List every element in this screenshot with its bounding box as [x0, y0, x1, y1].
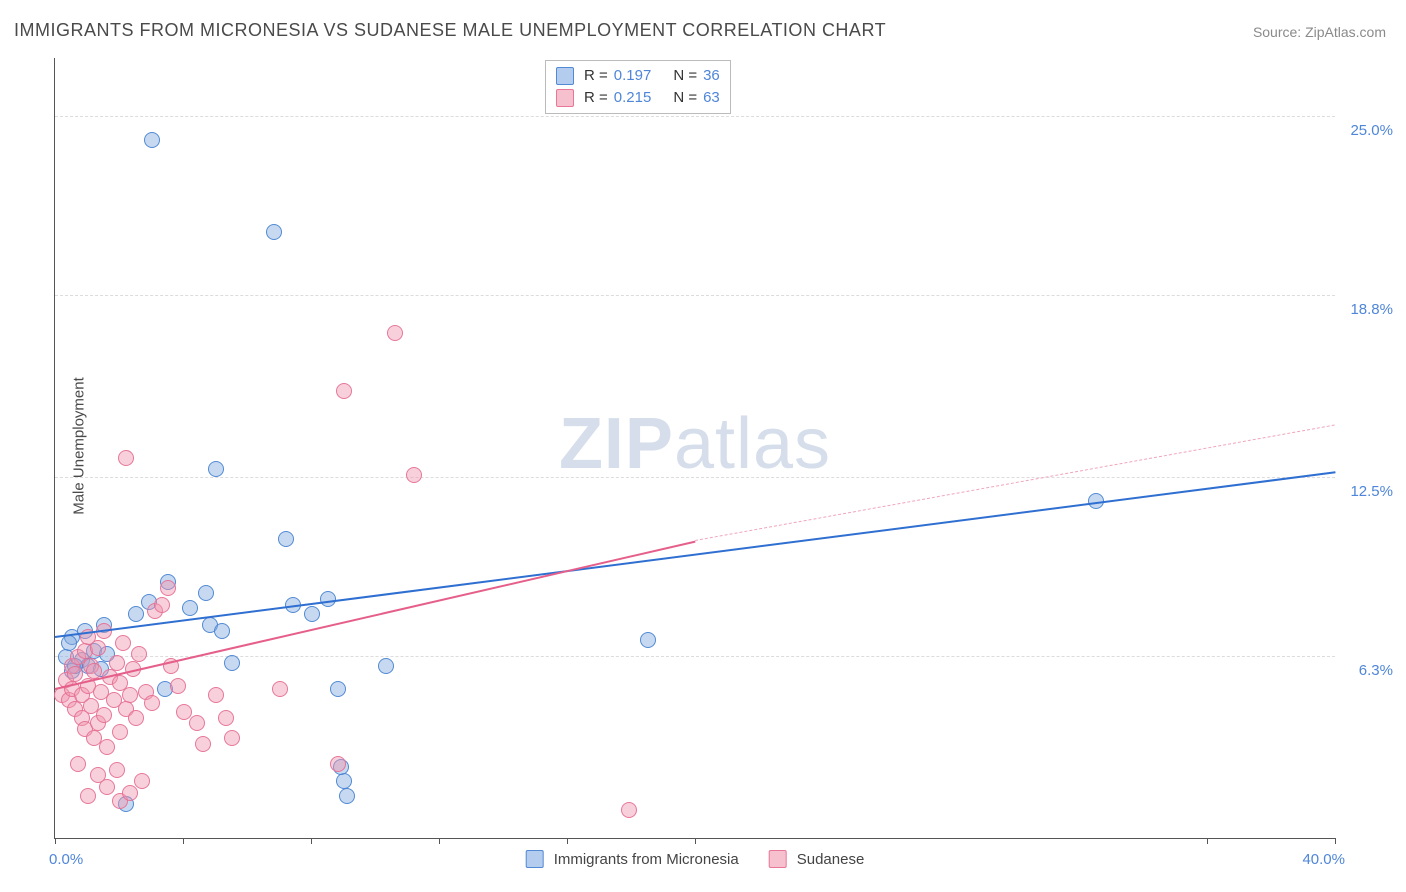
x-tick: [183, 838, 184, 844]
x-tick: [695, 838, 696, 844]
data-point: [99, 739, 115, 755]
x-tick: [1335, 838, 1336, 844]
data-point: [272, 681, 288, 697]
legend-stats-row-blue: R = 0.197 N = 36: [556, 65, 720, 87]
data-point: [90, 767, 106, 783]
data-point: [378, 658, 394, 674]
data-point: [154, 597, 170, 613]
data-point: [218, 710, 234, 726]
watermark-bold: ZIP: [559, 404, 674, 484]
data-point: [67, 666, 83, 682]
r-label: R =: [584, 65, 608, 87]
watermark-light: atlas: [674, 404, 831, 484]
r-value: 0.197: [614, 65, 652, 87]
swatch-blue-icon: [526, 850, 544, 868]
data-point: [336, 383, 352, 399]
x-tick: [567, 838, 568, 844]
legend-item-pink: Sudanese: [769, 850, 865, 868]
data-point: [304, 606, 320, 622]
legend-label: Immigrants from Micronesia: [554, 851, 739, 868]
data-point: [224, 730, 240, 746]
data-point: [266, 224, 282, 240]
gridline: [55, 295, 1335, 296]
data-point: [182, 600, 198, 616]
swatch-blue-icon: [556, 67, 574, 85]
data-point: [112, 724, 128, 740]
n-label: N =: [673, 87, 697, 109]
data-point: [330, 756, 346, 772]
data-point: [131, 646, 147, 662]
x-tick: [311, 838, 312, 844]
legend-bottom: Immigrants from Micronesia Sudanese: [526, 850, 865, 868]
data-point: [128, 606, 144, 622]
legend-item-blue: Immigrants from Micronesia: [526, 850, 739, 868]
data-point: [189, 715, 205, 731]
gridline: [55, 116, 1335, 117]
data-point: [387, 325, 403, 341]
data-point: [406, 467, 422, 483]
data-point: [118, 450, 134, 466]
source-prefix: Source:: [1253, 24, 1305, 40]
data-point: [339, 788, 355, 804]
data-point: [80, 788, 96, 804]
data-point: [96, 707, 112, 723]
r-label: R =: [584, 87, 608, 109]
legend-stats-row-pink: R = 0.215 N = 63: [556, 87, 720, 109]
data-point: [109, 655, 125, 671]
data-point: [208, 687, 224, 703]
data-point: [134, 773, 150, 789]
legend-label: Sudanese: [797, 851, 865, 868]
data-point: [144, 132, 160, 148]
data-point: [109, 762, 125, 778]
data-point: [170, 678, 186, 694]
data-point: [122, 785, 138, 801]
gridline: [55, 656, 1335, 657]
data-point: [115, 635, 131, 651]
source-site: ZipAtlas.com: [1305, 24, 1386, 40]
data-point: [70, 756, 86, 772]
data-point: [336, 773, 352, 789]
x-tick: [439, 838, 440, 844]
gridline: [55, 477, 1335, 478]
legend-stats-box: R = 0.197 N = 36 R = 0.215 N = 63: [545, 60, 731, 114]
swatch-pink-icon: [769, 850, 787, 868]
source-attribution: Source: ZipAtlas.com: [1253, 24, 1386, 40]
data-point: [208, 461, 224, 477]
data-point: [224, 655, 240, 671]
scatter-plot-area: ZIPatlas R = 0.197 N = 36 R = 0.215 N = …: [54, 58, 1335, 839]
data-point: [122, 687, 138, 703]
data-point: [128, 710, 144, 726]
data-point: [144, 695, 160, 711]
data-point: [330, 681, 346, 697]
data-point: [621, 802, 637, 818]
data-point: [214, 623, 230, 639]
n-label: N =: [673, 65, 697, 87]
n-value: 63: [703, 87, 720, 109]
data-point: [278, 531, 294, 547]
data-point: [198, 585, 214, 601]
chart-title: IMMIGRANTS FROM MICRONESIA VS SUDANESE M…: [14, 20, 886, 41]
y-tick-label: 25.0%: [1350, 122, 1393, 139]
r-value: 0.215: [614, 87, 652, 109]
regression-line: [55, 471, 1335, 638]
n-value: 36: [703, 65, 720, 87]
data-point: [160, 580, 176, 596]
x-tick: [55, 838, 56, 844]
y-tick-label: 12.5%: [1350, 483, 1393, 500]
data-point: [640, 632, 656, 648]
data-point: [90, 640, 106, 656]
y-tick-label: 6.3%: [1359, 662, 1393, 679]
x-axis-max-label: 40.0%: [1302, 851, 1345, 868]
swatch-pink-icon: [556, 89, 574, 107]
watermark: ZIPatlas: [559, 403, 831, 485]
x-tick: [1207, 838, 1208, 844]
x-axis-min-label: 0.0%: [49, 851, 83, 868]
data-point: [195, 736, 211, 752]
y-tick-label: 18.8%: [1350, 301, 1393, 318]
